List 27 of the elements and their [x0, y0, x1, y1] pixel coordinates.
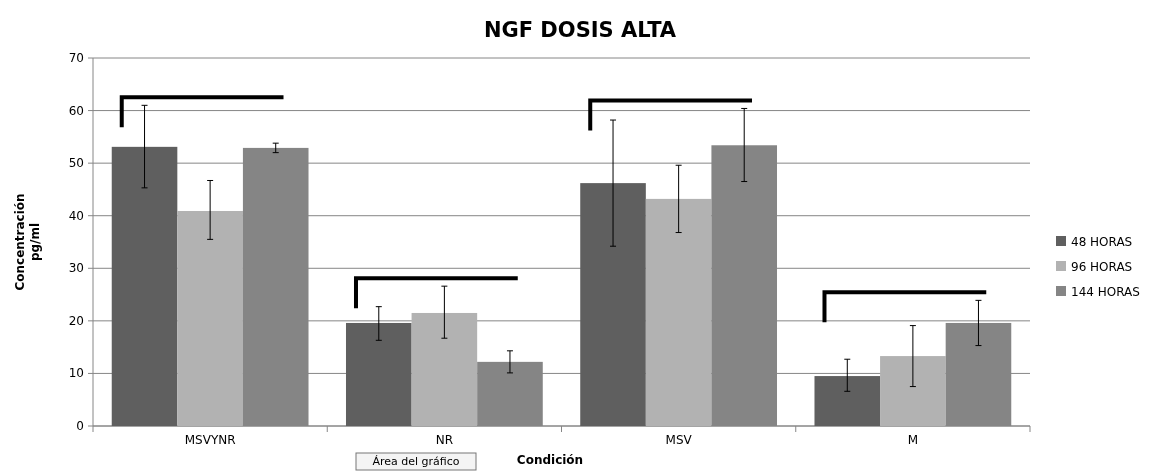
- bar: [645, 198, 712, 426]
- x-tick-label: MSVYNR: [184, 433, 236, 447]
- y-tick-label: 70: [68, 51, 84, 65]
- bar: [814, 376, 881, 426]
- bar: [177, 210, 243, 426]
- bar: [880, 356, 946, 426]
- text: Área del gráfico: [372, 455, 460, 468]
- legend-label: 48 HORAS: [1071, 235, 1133, 249]
- x-axis-title: Condición: [516, 453, 584, 467]
- legend-label: 96 HORAS: [1071, 260, 1133, 274]
- bar: [111, 146, 178, 426]
- y-tick-label: 10: [68, 366, 84, 381]
- bar: [345, 322, 412, 426]
- x-tick-label: M: [907, 433, 919, 447]
- x-tick-label: MSV: [665, 433, 693, 447]
- legend-label: 144 HORAS: [1071, 285, 1140, 299]
- y-tick-label: 60: [68, 103, 84, 118]
- bar: [411, 312, 478, 426]
- y-axis-title: Concentración pg/ml: [13, 193, 42, 291]
- y-tick-label: 30: [68, 261, 84, 276]
- bar: [580, 183, 646, 426]
- y-tick-label: 0: [76, 419, 84, 433]
- x-tick-label: NR: [435, 433, 454, 447]
- y-tick-label: 20: [68, 313, 84, 328]
- y-tick-label: 50: [68, 156, 84, 171]
- chart-title: NGF DOSIS ALTA: [483, 18, 677, 42]
- y-tick-label: 40: [68, 208, 84, 223]
